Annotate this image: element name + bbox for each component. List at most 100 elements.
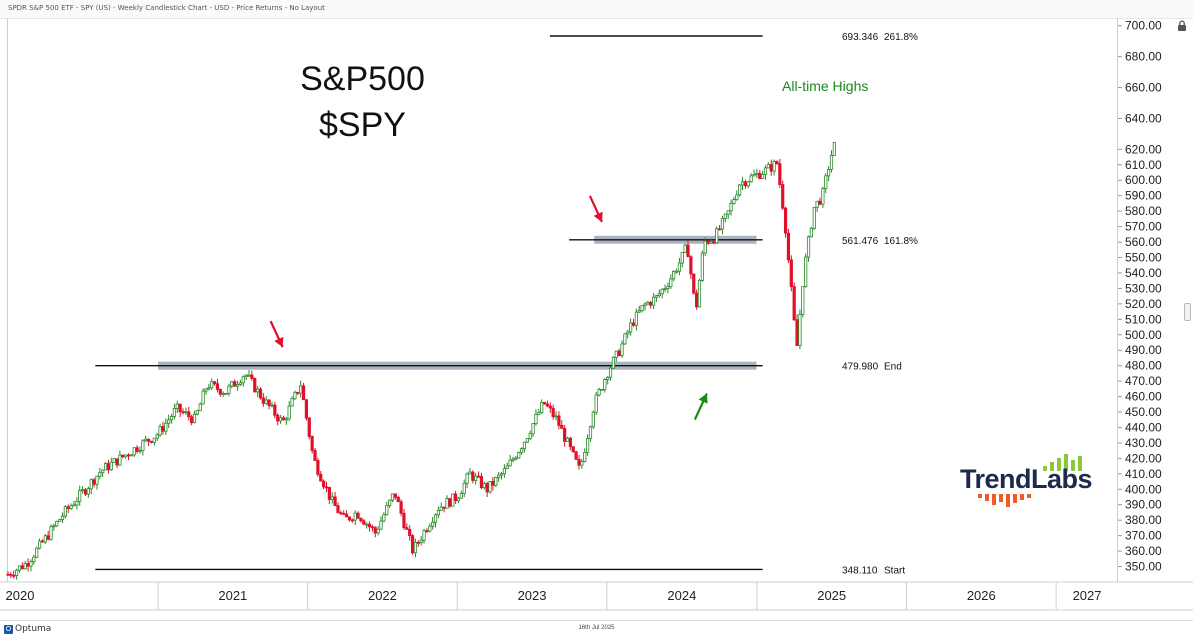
candle-down <box>344 513 349 518</box>
candle-up <box>224 392 228 395</box>
candle-down <box>560 425 564 429</box>
candle-up <box>379 520 383 530</box>
candle-up <box>514 457 518 460</box>
y-tick-label: 680.00 <box>1125 50 1162 64</box>
candle-down <box>178 403 182 413</box>
candle-up <box>17 565 22 571</box>
candle-down <box>542 401 547 405</box>
lock-icon[interactable] <box>1177 20 1187 31</box>
candle-down <box>789 259 793 288</box>
candle-up <box>388 499 392 506</box>
candle-up <box>445 498 449 509</box>
candle-up <box>654 295 659 298</box>
candle-down <box>479 476 484 489</box>
candle-down <box>212 381 217 385</box>
candle-up <box>531 423 535 435</box>
candle-up <box>594 394 598 413</box>
fib-level-tag: Start <box>884 565 905 576</box>
candle-down <box>649 301 653 306</box>
candle-down <box>405 527 409 530</box>
candle-down <box>631 322 636 326</box>
candle-up <box>829 155 834 170</box>
candle-up <box>462 482 466 494</box>
trendlabs-logo: TrendLabs <box>958 452 1093 512</box>
candle-up <box>221 393 225 396</box>
candle-down <box>781 184 785 209</box>
candle-up <box>278 417 283 422</box>
candle-down <box>778 163 782 185</box>
y-tick-label: 410.00 <box>1125 467 1162 481</box>
candle-up <box>735 194 739 201</box>
candle-up <box>169 416 174 421</box>
candle-down <box>373 527 377 534</box>
candle-down <box>545 403 550 407</box>
candle-up <box>376 528 380 534</box>
candle-up <box>488 481 492 493</box>
y-tick-label: 620.00 <box>1125 142 1162 156</box>
candle-up <box>666 286 670 289</box>
candle-down <box>307 417 311 437</box>
candle-down <box>362 520 366 525</box>
candle-up <box>815 200 819 208</box>
y-tick-label: 430.00 <box>1125 436 1162 450</box>
candles-group <box>6 141 836 580</box>
candle-up <box>669 278 673 288</box>
candle-down <box>818 200 822 205</box>
candle-up <box>43 535 47 543</box>
y-tick-label: 350.00 <box>1125 560 1162 574</box>
candle-up <box>726 210 730 215</box>
candle-up <box>290 398 294 407</box>
x-tick-label: 2026 <box>967 588 996 603</box>
candle-down <box>568 437 572 448</box>
y-tick-label: 360.00 <box>1125 544 1162 558</box>
candle-up <box>755 172 759 176</box>
candle-up <box>749 175 753 183</box>
fib-level-value: 348.110 <box>842 565 878 576</box>
candle-up <box>192 413 197 424</box>
candle-down <box>689 256 693 275</box>
candle-up <box>812 206 816 229</box>
candle-up <box>585 438 590 453</box>
footer-bar: O Optuma 16th Jul 2025 <box>0 620 1193 639</box>
chart-title-bar-text: SPDR S&P 500 ETF - SPY (US) - Weekly Can… <box>8 4 325 12</box>
candle-down <box>319 473 323 482</box>
candle-up <box>821 188 825 205</box>
candle-up <box>293 391 297 400</box>
candle-down <box>339 512 343 515</box>
candle-down <box>253 378 257 393</box>
price-axis-scroll-handle[interactable] <box>1184 303 1191 321</box>
candle-up <box>528 433 532 439</box>
candle-up <box>715 228 719 244</box>
candle-up <box>436 510 440 516</box>
y-tick-label: 610.00 <box>1125 158 1162 172</box>
candle-up <box>634 311 638 326</box>
candle-down <box>261 397 265 404</box>
candle-up <box>674 270 679 273</box>
candle-up <box>109 462 113 471</box>
candle-up <box>740 181 745 186</box>
candle-down <box>577 458 581 466</box>
candle-down <box>485 483 489 493</box>
candle-up <box>63 506 67 517</box>
candle-up <box>629 322 633 333</box>
candle-up <box>55 520 59 527</box>
candle-up <box>697 280 702 308</box>
candle-up <box>158 426 162 436</box>
candle-down <box>695 292 699 308</box>
candle-down <box>410 535 415 554</box>
candle-down <box>276 414 280 422</box>
y-tick-label: 490.00 <box>1125 343 1162 357</box>
candle-up <box>525 438 529 443</box>
candle-up <box>626 331 630 335</box>
candle-up <box>144 438 148 442</box>
candle-up <box>81 489 85 492</box>
x-tick-label: 2021 <box>218 588 247 603</box>
candle-up <box>468 471 472 475</box>
candle-up <box>700 252 704 281</box>
candle-up <box>299 385 303 394</box>
y-tick-label: 540.00 <box>1125 266 1162 280</box>
candle-up <box>167 419 171 424</box>
chart-annotation-title: S&P500 <box>300 60 425 98</box>
candle-up <box>101 469 105 474</box>
